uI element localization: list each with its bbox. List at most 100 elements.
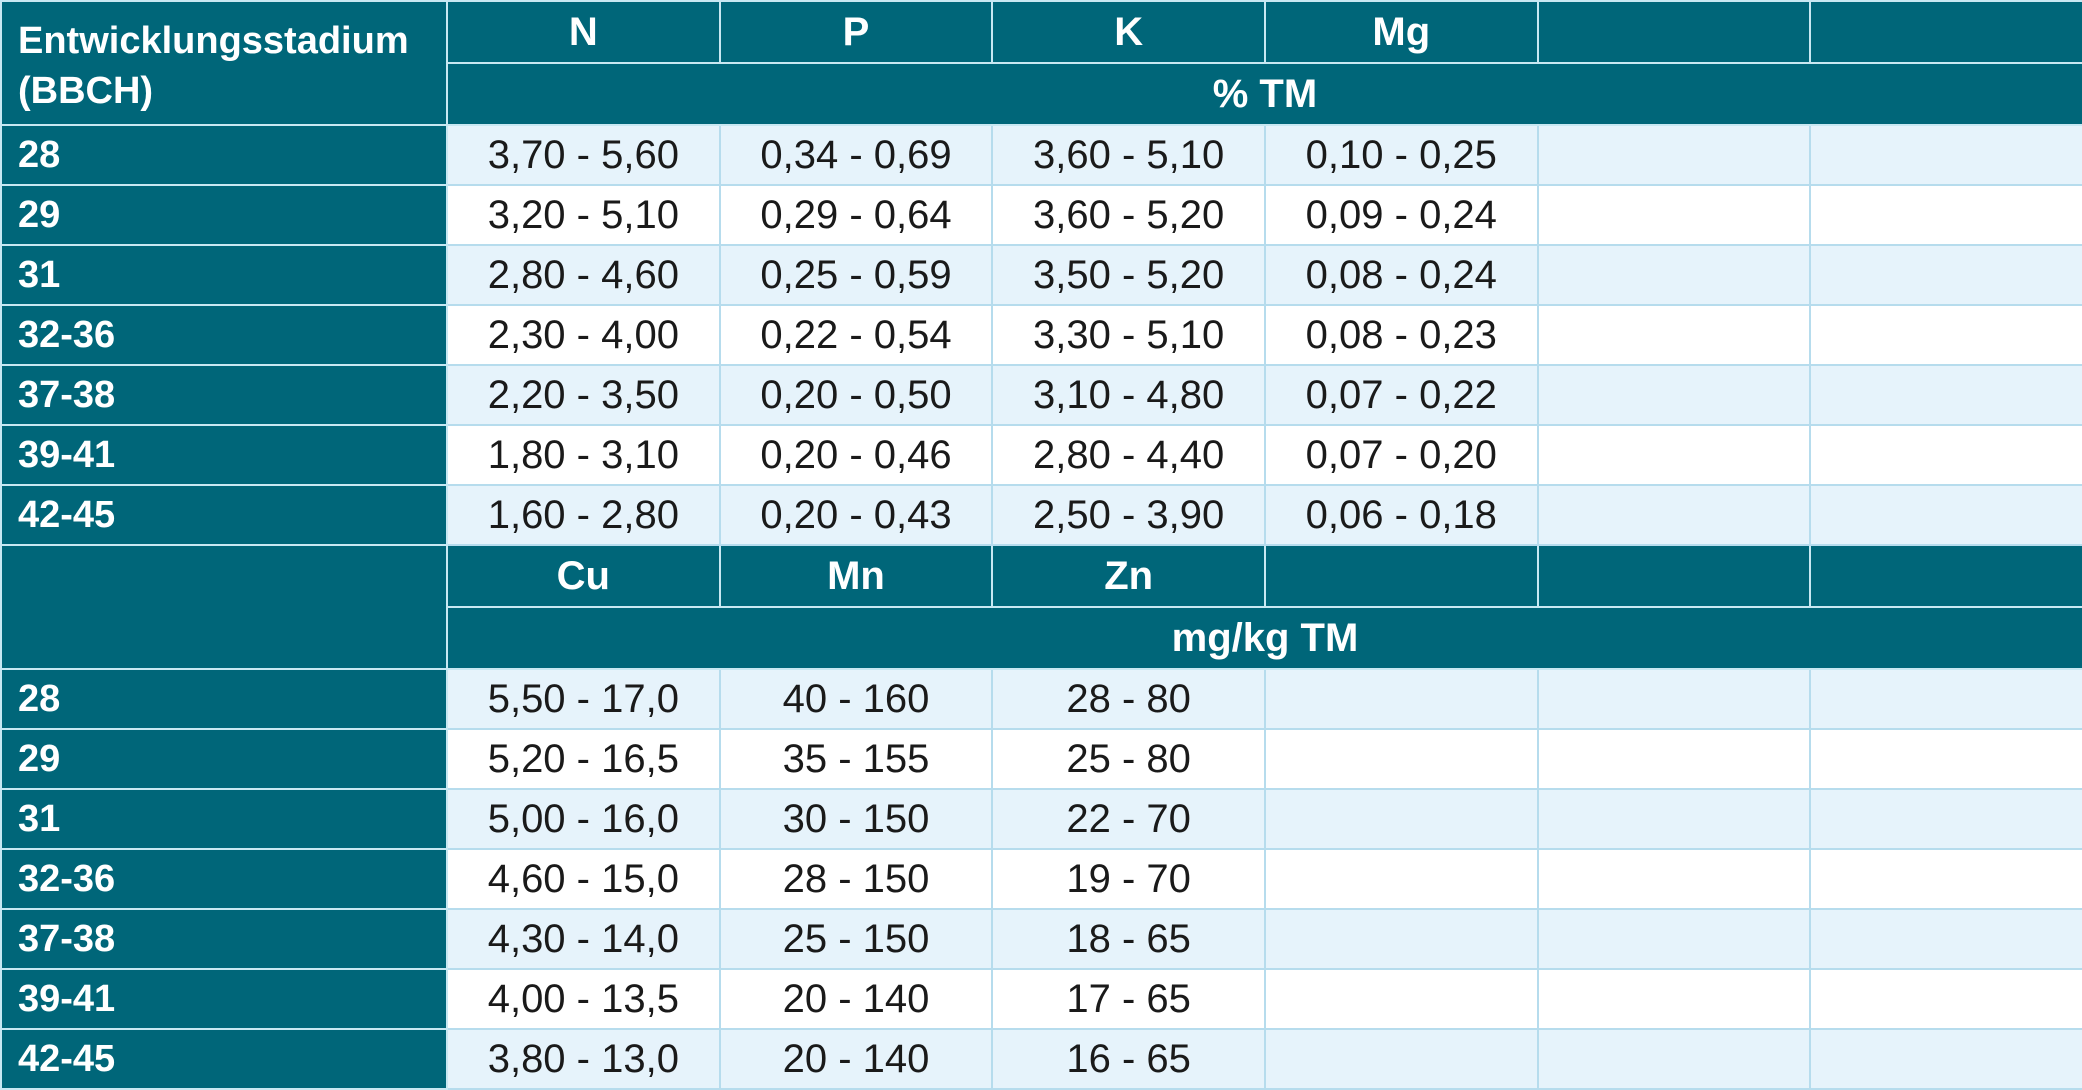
value-cell: 5,00 - 16,0	[446, 788, 721, 850]
value-cell	[1809, 184, 2082, 246]
table-row: 37-38 2,20 - 3,50 0,20 - 0,50 3,10 - 4,80 0,…	[0, 364, 2082, 426]
section2-unit-row: mg/kg TM	[1, 606, 2082, 670]
value-cell	[1809, 484, 2082, 546]
stage-cell: 32-36	[0, 848, 448, 910]
column-header-empty	[1809, 0, 2082, 64]
table-row: 29 3,20 - 5,10 0,29 - 0,64 3,60 - 5,20 0,09 …	[0, 184, 2082, 246]
value-cell: 17 - 65	[991, 968, 1266, 1030]
column-header-zn: Zn	[991, 544, 1266, 608]
value-cell	[1809, 848, 2082, 910]
value-cell: 28 - 150	[718, 848, 994, 910]
value-cell: 2,80 - 4,60	[446, 244, 721, 306]
column-header-k: K	[991, 0, 1266, 64]
section1-unit-row: % TM	[1, 62, 2082, 126]
value-cell	[1536, 788, 1812, 850]
value-cell: 2,50 - 3,90	[991, 484, 1266, 546]
value-cell: 25 - 150	[718, 908, 994, 970]
value-cell: 19 - 70	[991, 848, 1266, 910]
value-cell: 0,09 - 0,24	[1263, 184, 1539, 246]
stage-cell: 37-38	[0, 364, 448, 426]
stage-cell: 39-41	[0, 968, 448, 1030]
column-header-empty	[1809, 544, 2082, 608]
table-row: 42-45 1,60 - 2,80 0,20 - 0,43 2,50 - 3,90 0,…	[0, 484, 2082, 546]
value-cell	[1536, 364, 1812, 426]
unit-label-percent-dm: % TM	[446, 62, 2082, 126]
value-cell	[1536, 484, 1812, 546]
value-cell	[1536, 908, 1812, 970]
stage-cell: 39-41	[0, 424, 448, 486]
column-header-empty	[1536, 544, 1812, 608]
value-cell: 22 - 70	[991, 788, 1266, 850]
stage-cell: 29	[0, 728, 448, 790]
table-row: 29 5,20 - 16,5 35 - 155 25 - 80	[0, 728, 2082, 790]
value-cell: 2,80 - 4,40	[991, 424, 1266, 486]
column-header-empty	[1263, 544, 1539, 608]
value-cell	[1536, 848, 1812, 910]
value-cell: 0,20 - 0,50	[718, 364, 994, 426]
column-header-cu: Cu	[446, 544, 721, 608]
table-row: 28 5,50 - 17,0 40 - 160 28 - 80	[0, 668, 2082, 730]
value-cell: 25 - 80	[991, 728, 1266, 790]
value-cell: 3,70 - 5,60	[446, 124, 721, 186]
value-cell: 3,50 - 5,20	[991, 244, 1266, 306]
unit-label-mg-per-kg-dm: mg/kg TM	[446, 606, 2082, 670]
stage-cell: 28	[0, 124, 448, 186]
value-cell: 0,08 - 0,23	[1263, 304, 1539, 366]
value-cell	[1809, 668, 2082, 730]
value-cell	[1263, 788, 1539, 850]
value-cell: 4,00 - 13,5	[446, 968, 721, 1030]
stage-cell: 32-36	[0, 304, 448, 366]
value-cell	[1263, 728, 1539, 790]
value-cell: 0,07 - 0,22	[1263, 364, 1539, 426]
value-cell: 0,34 - 0,69	[718, 124, 994, 186]
value-cell	[1809, 304, 2082, 366]
value-cell: 1,60 - 2,80	[446, 484, 721, 546]
stage-cell: 28	[0, 668, 448, 730]
value-cell: 2,20 - 3,50	[446, 364, 721, 426]
value-cell	[1263, 908, 1539, 970]
value-cell: 40 - 160	[718, 668, 994, 730]
stage-column-header: Entwicklungsstadium (BBCH)	[0, 0, 448, 126]
stage-column-header-blank	[0, 544, 448, 670]
table-row: 37-38 4,30 - 14,0 25 - 150 18 - 65	[0, 908, 2082, 970]
stage-cell: 42-45	[0, 484, 448, 546]
value-cell: 3,60 - 5,20	[991, 184, 1266, 246]
value-cell	[1536, 968, 1812, 1030]
value-cell	[1809, 124, 2082, 186]
value-cell: 0,22 - 0,54	[718, 304, 994, 366]
value-cell: 0,07 - 0,20	[1263, 424, 1539, 486]
value-cell: 4,30 - 14,0	[446, 908, 721, 970]
stage-header-line2: (BBCH)	[18, 70, 154, 113]
stage-cell: 37-38	[0, 908, 448, 970]
section2-header-row: Cu Mn Zn	[0, 544, 2082, 670]
stage-cell: 31	[0, 788, 448, 850]
value-cell	[1263, 968, 1539, 1030]
value-cell: 0,10 - 0,25	[1263, 124, 1539, 186]
value-cell	[1263, 848, 1539, 910]
stage-header-line1: Entwicklungsstadium	[18, 20, 409, 62]
table-row: 32-36 4,60 - 15,0 28 - 150 19 - 70	[0, 848, 2082, 910]
table-row: 31 5,00 - 16,0 30 - 150 22 - 70	[0, 788, 2082, 850]
value-cell	[1536, 668, 1812, 730]
value-cell: 1,80 - 3,10	[446, 424, 721, 486]
column-header-n: N	[446, 0, 721, 64]
value-cell	[1536, 424, 1812, 486]
value-cell: 20 - 140	[718, 1028, 994, 1090]
value-cell	[1536, 1028, 1812, 1090]
value-cell: 18 - 65	[991, 908, 1266, 970]
table-row: 31 2,80 - 4,60 0,25 - 0,59 3,50 - 5,20 0,08 …	[0, 244, 2082, 306]
column-header-mg: Mg	[1263, 0, 1539, 64]
value-cell: 3,10 - 4,80	[991, 364, 1266, 426]
table-row: 28 3,70 - 5,60 0,34 - 0,69 3,60 - 5,10 0,10 …	[0, 124, 2082, 186]
value-cell	[1536, 184, 1812, 246]
value-cell	[1263, 1028, 1539, 1090]
value-cell	[1536, 124, 1812, 186]
column-header-p: P	[718, 0, 994, 64]
table-row: 42-45 3,80 - 13,0 20 - 140 16 - 65	[0, 1028, 2082, 1090]
value-cell: 20 - 140	[718, 968, 994, 1030]
column-header-empty	[1536, 0, 1812, 64]
value-cell: 0,06 - 0,18	[1263, 484, 1539, 546]
stage-cell: 42-45	[0, 1028, 448, 1090]
value-cell: 4,60 - 15,0	[446, 848, 721, 910]
